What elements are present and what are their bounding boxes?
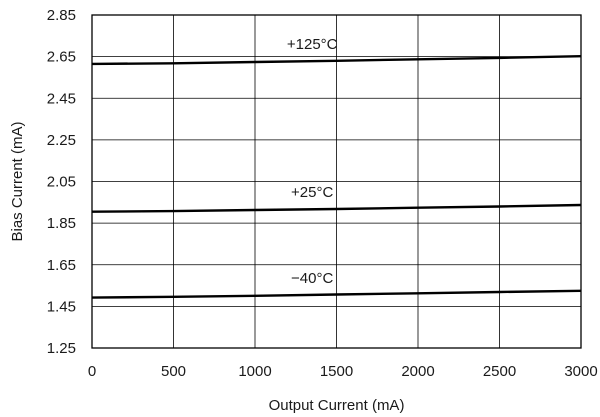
series-line: [91, 55, 582, 66]
series-line: [91, 203, 582, 213]
series-label: −40°C: [291, 270, 333, 287]
x-tick-label: 1500: [320, 363, 353, 380]
y-tick-label: 1.45: [47, 298, 76, 315]
series-lines: [91, 55, 582, 299]
y-tick-label: 2.05: [47, 174, 76, 191]
x-axis-title: Output Current (mA): [269, 397, 405, 414]
y-tick-label: 1.85: [47, 215, 76, 232]
x-tick-label: 2000: [401, 363, 434, 380]
y-tick-label: 1.25: [47, 340, 76, 357]
y-tick-label: 2.85: [47, 7, 76, 24]
x-tick-label: 2500: [483, 363, 516, 380]
y-tick-label: 1.65: [47, 257, 76, 274]
grid-lines: [92, 15, 581, 348]
y-tick-label: 2.25: [47, 132, 76, 149]
x-tick-label: 500: [161, 363, 186, 380]
x-tick-label: 0: [88, 363, 96, 380]
y-axis-title: Bias Current (mA): [9, 121, 26, 241]
series-label: +25°C: [291, 184, 333, 201]
x-tick-labels: 0 500 1000 1500 2000 2500 3000: [88, 363, 598, 380]
y-tick-label: 2.45: [47, 90, 76, 107]
x-tick-label: 1000: [238, 363, 271, 380]
plot-frame: [91, 14, 582, 349]
series-labels: +125°C +25°C −40°C: [287, 36, 338, 287]
y-tick-labels: 1.25 1.45 1.65 1.85 2.05 2.25 2.45 2.65 2.85: [47, 7, 76, 357]
x-tick-label: 3000: [564, 363, 597, 380]
y-tick-label: 2.65: [47, 49, 76, 66]
series-line: [91, 289, 582, 299]
series-label: +125°C: [287, 36, 338, 53]
